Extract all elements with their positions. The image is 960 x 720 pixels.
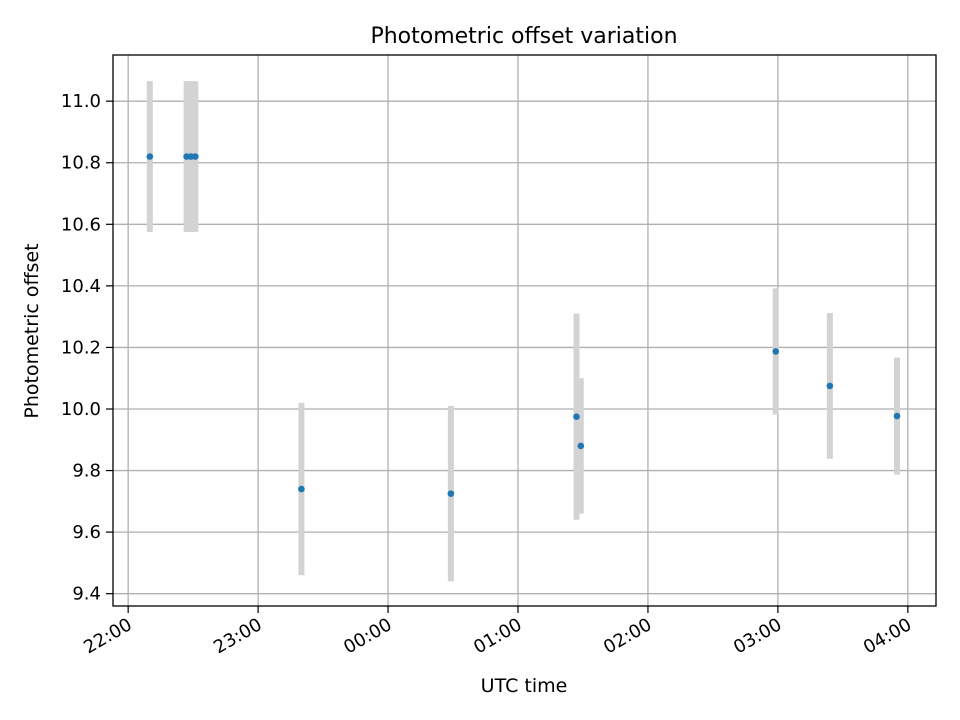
- data-point: [146, 153, 154, 160]
- data-point: [447, 490, 455, 497]
- x-tick-label: 22:00: [80, 614, 135, 658]
- y-tick-label: 9.8: [72, 461, 101, 482]
- x-axis: 22:00 23:00 00:00 01:00 02:00 03:00 04:00: [80, 606, 915, 658]
- y-tick-label: 10.0: [61, 399, 101, 420]
- grid: [113, 55, 936, 606]
- data-point: [573, 413, 580, 420]
- y-tick-label: 11.0: [61, 91, 101, 112]
- x-tick-label: 23:00: [210, 614, 265, 658]
- data-point: [192, 153, 199, 160]
- y-tick-label: 10.4: [61, 276, 101, 297]
- x-tick-label: 01:00: [470, 614, 525, 658]
- x-tick-label: 02:00: [600, 614, 655, 658]
- y-tick-label: 10.8: [61, 153, 101, 174]
- data-point: [577, 442, 585, 450]
- x-axis-label: UTC time: [481, 675, 568, 697]
- plot-frame: [112, 54, 937, 607]
- data-point: [893, 412, 901, 420]
- error-bars: [146, 81, 901, 582]
- y-axis: 9.4 9.6 9.8 10.0 10.2 10.4 10.6 10.8 11.0: [61, 91, 113, 605]
- data-points: [146, 153, 901, 497]
- y-axis-label: Photometric offset: [21, 243, 43, 418]
- data-point: [772, 348, 780, 355]
- x-tick-label: 00:00: [340, 614, 395, 658]
- data-point: [826, 382, 834, 390]
- chart-title: Photometric offset variation: [370, 24, 677, 49]
- x-tick-label: 04:00: [860, 614, 915, 658]
- x-tick-label: 03:00: [730, 614, 785, 658]
- y-tick-label: 10.2: [61, 337, 101, 358]
- y-tick-label: 10.6: [61, 214, 101, 235]
- y-tick-label: 9.4: [72, 584, 101, 605]
- data-point: [298, 485, 305, 493]
- y-tick-label: 9.6: [72, 522, 101, 543]
